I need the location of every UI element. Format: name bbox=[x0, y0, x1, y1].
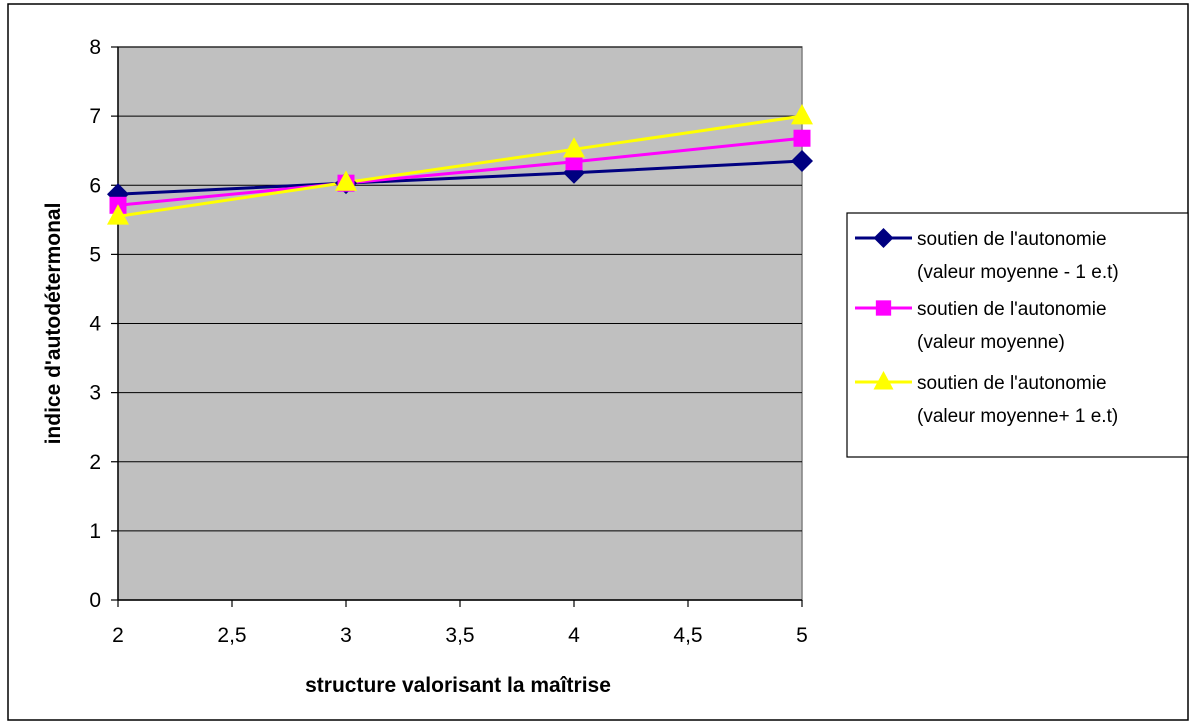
y-tick-label: 5 bbox=[89, 243, 101, 266]
data-point bbox=[563, 137, 585, 158]
x-tick-label: 2,5 bbox=[217, 624, 246, 647]
x-tick-label: 4,5 bbox=[673, 624, 702, 647]
data-point bbox=[791, 150, 813, 173]
data-point bbox=[335, 170, 357, 191]
y-tick-label: 4 bbox=[89, 313, 101, 336]
y-tick-label: 0 bbox=[89, 589, 101, 612]
grid-lines bbox=[118, 46, 802, 532]
x-tick-label: 3 bbox=[340, 624, 352, 647]
legend: soutien de l'autonomie (valeur moyenne - … bbox=[846, 212, 1189, 458]
y-tick-label: 1 bbox=[89, 520, 101, 543]
legend-label: (valeur moyenne) bbox=[917, 332, 1065, 353]
y-tick-label: 8 bbox=[89, 36, 101, 59]
legend-label: (valeur moyenne+ 1 e.t) bbox=[917, 406, 1118, 427]
x-tick-label: 5 bbox=[796, 624, 808, 647]
data-point bbox=[791, 104, 813, 125]
series-lines bbox=[117, 114, 803, 218]
x-tick-label: 3,5 bbox=[445, 624, 474, 647]
x-tick-label: 4 bbox=[568, 624, 580, 647]
legend-box bbox=[846, 212, 1189, 458]
y-tick-label: 2 bbox=[89, 451, 101, 474]
y-tick-label: 6 bbox=[89, 174, 101, 197]
x-tick-label: 2 bbox=[112, 624, 124, 647]
x-tick-labels: 2 2,5 3 3,5 4 4,5 5 bbox=[112, 624, 808, 647]
y-tick-labels: 0 1 2 3 4 5 6 7 8 bbox=[89, 36, 101, 612]
series-line-3 bbox=[117, 114, 803, 218]
legend-marker bbox=[873, 371, 894, 390]
series-line-1 bbox=[117, 159, 803, 196]
legend-label: soutien de l'autonomie bbox=[917, 373, 1107, 394]
axes bbox=[111, 46, 803, 607]
series-line-2 bbox=[117, 136, 803, 207]
legend-marker bbox=[875, 300, 892, 316]
y-tick-label: 7 bbox=[89, 105, 101, 128]
x-axis-title: structure valorisant la maîtrise bbox=[305, 674, 611, 697]
legend-label: (valeur moyenne - 1 e.t) bbox=[917, 262, 1119, 283]
legend-label: soutien de l'autonomie bbox=[917, 299, 1107, 320]
legend-label: soutien de l'autonomie bbox=[917, 229, 1107, 250]
y-axis-title: indice d'autodétermonal bbox=[42, 203, 65, 445]
data-point bbox=[793, 129, 811, 147]
y-tick-label: 3 bbox=[89, 382, 101, 405]
series-markers bbox=[107, 104, 813, 225]
legend-marker bbox=[873, 228, 894, 248]
data-point bbox=[107, 204, 129, 225]
